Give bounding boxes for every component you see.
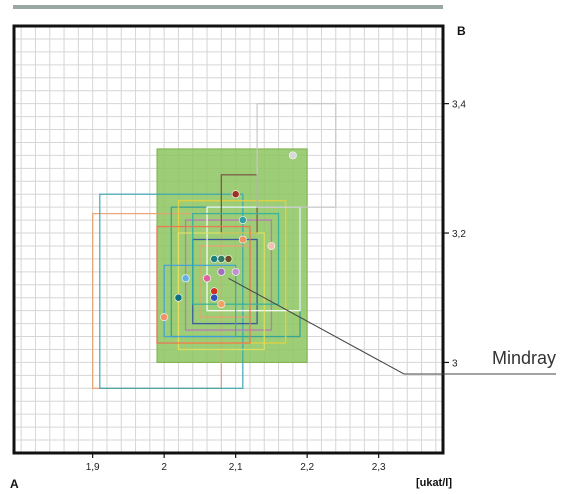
y-axis-corner-label: B xyxy=(457,24,466,38)
data-point-6 xyxy=(217,255,226,263)
annotation: Mindray xyxy=(228,277,556,375)
data-point-2 xyxy=(231,190,240,199)
target-area xyxy=(156,148,308,363)
error-box-8 xyxy=(206,206,301,312)
error-boxes xyxy=(92,102,337,389)
data-point-5 xyxy=(267,242,276,250)
y-tick-label: 3,2 xyxy=(452,229,466,240)
x-axis-unit-label: [ukat/l] xyxy=(416,477,452,489)
top-rule xyxy=(13,5,443,9)
data-point-13 xyxy=(181,274,190,283)
data-point-12 xyxy=(231,267,240,276)
data-point-16 xyxy=(217,300,226,309)
data-point-15 xyxy=(210,293,219,302)
data-point-4 xyxy=(238,235,247,244)
data-point-14 xyxy=(174,293,183,302)
data-points xyxy=(160,151,297,322)
error-box-10 xyxy=(256,102,337,208)
plot-frame xyxy=(12,24,445,455)
x-tick-label: 2 xyxy=(161,462,167,473)
data-point-17 xyxy=(160,313,169,322)
data-point-11 xyxy=(210,287,219,296)
x-tick-label: 2,3 xyxy=(372,462,386,473)
annotation-label: Mindray xyxy=(492,348,556,368)
data-point-7 xyxy=(224,255,233,263)
data-point-3 xyxy=(238,216,247,224)
x-tick-label: 1,9 xyxy=(86,462,100,473)
y-tick-label: 3,4 xyxy=(452,100,466,111)
error-box-11 xyxy=(177,232,265,351)
y-tick-label: 3 xyxy=(452,358,458,369)
x-tick-label: 2,1 xyxy=(229,462,243,473)
error-box-2 xyxy=(99,193,244,389)
data-point-1 xyxy=(288,151,297,160)
data-point-10 xyxy=(203,274,211,283)
annotation-leader-line xyxy=(228,277,556,375)
error-box-13 xyxy=(192,212,280,305)
x-tick-label: 2,2 xyxy=(300,462,314,473)
axis-ticks: 1,9 2 2,1 2,2 2,3 3 3,2 3,4 xyxy=(86,100,467,473)
data-point-8 xyxy=(210,255,219,263)
x-axis-corner-label: A xyxy=(10,477,19,491)
error-box-12 xyxy=(163,264,237,338)
data-point-9 xyxy=(217,267,226,276)
error-box-14 xyxy=(156,225,251,344)
